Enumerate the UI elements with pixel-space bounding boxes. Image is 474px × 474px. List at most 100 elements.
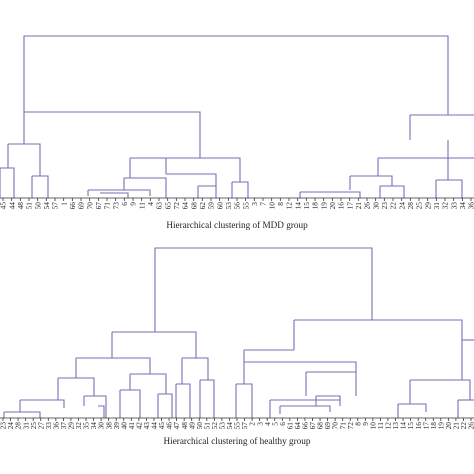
- healthy-leaf-label: 33: [44, 422, 53, 430]
- mdd-leaf-label: 73: [111, 202, 120, 210]
- mdd-links: [0, 35, 474, 198]
- mdd-leaf-label: 63: [155, 202, 164, 210]
- healthy-link: [84, 395, 107, 418]
- healthy-leaf-label: 18: [429, 422, 438, 430]
- mdd-link: [436, 179, 463, 198]
- healthy-leaf-label: 61: [285, 422, 294, 430]
- mdd-leaf-label: 10: [267, 202, 276, 210]
- mdd-leaf-label: 62: [198, 202, 207, 210]
- healthy-caption: Hierarchical clustering of healthy group: [164, 436, 311, 446]
- healthy-link: [98, 405, 105, 418]
- healthy-leaf-label: 12: [384, 422, 393, 430]
- mdd-link: [378, 140, 449, 159]
- healthy-leaf-label: 41: [127, 422, 136, 430]
- healthy-dendrogram: 2324283125273336372932353430383940414243…: [0, 247, 474, 446]
- mdd-leaf-label: 6: [120, 202, 129, 206]
- mdd-leaf-label: 28: [406, 202, 415, 210]
- healthy-leaf-label: 51: [202, 422, 211, 430]
- healthy-link: [130, 373, 167, 394]
- mdd-leaf-label: 56: [233, 202, 242, 210]
- healthy-leaf-label: 69: [323, 422, 332, 430]
- mdd-leaf-label: 8: [276, 202, 285, 206]
- mdd-leaf-label: 26: [363, 202, 372, 210]
- healthy-leaf-label: 15: [406, 422, 415, 430]
- healthy-leaf-label: 34: [89, 422, 98, 430]
- mdd-leaf-label: 18: [311, 202, 320, 210]
- mdd-leaf-label: 34: [458, 202, 467, 210]
- healthy-leaf-label: 54: [225, 422, 234, 430]
- mdd-link: [100, 192, 129, 198]
- mdd-leaf-label: 36: [467, 202, 474, 210]
- healthy-leaf-label: 49: [187, 422, 196, 430]
- mdd-leaf-label: 14: [293, 202, 302, 210]
- healthy-link: [306, 371, 357, 396]
- mdd-link: [166, 173, 217, 186]
- mdd-link: [300, 191, 361, 198]
- mdd-leaf-label: 29: [423, 202, 432, 210]
- mdd-leaf-label: 55: [241, 202, 250, 210]
- mdd-leaf-label: 9: [129, 202, 138, 206]
- healthy-link: [316, 395, 341, 406]
- healthy-leaf-label: 21: [452, 422, 461, 430]
- mdd-leaf-label: 3: [250, 202, 259, 206]
- mdd-link: [130, 157, 241, 182]
- healthy-link: [4, 411, 41, 418]
- mdd-link: [350, 175, 393, 186]
- healthy-leaf-label: 27: [36, 422, 45, 430]
- mdd-link: [24, 111, 201, 158]
- healthy-leaf-label: 68: [316, 422, 325, 430]
- healthy-links: [3, 247, 474, 418]
- healthy-link: [20, 399, 65, 408]
- mdd-leaf-label: 23: [380, 202, 389, 210]
- mdd-leaf-label: 69: [77, 202, 86, 210]
- healthy-leaf-label: 19: [436, 422, 445, 430]
- healthy-leaf-label: 4: [263, 422, 272, 426]
- healthy-leaf-label: 66: [301, 422, 310, 430]
- healthy-leaf-label: 31: [21, 422, 30, 430]
- healthy-link: [294, 319, 463, 340]
- healthy-leaf-label: 14: [399, 422, 408, 430]
- healthy-leaf-label: 8: [353, 422, 362, 426]
- mdd-leaf-label: 24: [397, 202, 406, 210]
- healthy-leaf-ticks: [2, 418, 472, 421]
- healthy-leaf-label: 6: [278, 422, 287, 426]
- mdd-leaf-labels: 45 44 48 51 50 54 57 1 66 69 70 67 71 73 6 9 11 4 63 65 72 64…: [0, 202, 474, 210]
- healthy-link: [76, 357, 151, 374]
- healthy-leaf-label: 53: [218, 422, 227, 430]
- healthy-leaf-label: 50: [195, 422, 204, 430]
- healthy-link: [236, 383, 253, 418]
- mdd-link: [124, 177, 167, 198]
- healthy-leaf-label: 37: [59, 422, 68, 430]
- mdd-leaf-label: 33: [449, 202, 458, 210]
- mdd-leaf-label: 20: [328, 202, 337, 210]
- healthy-leaf-label: 17: [421, 422, 430, 430]
- mdd-link: [0, 167, 15, 198]
- mdd-leaf-label: 57: [51, 202, 60, 210]
- healthy-link: [280, 405, 331, 412]
- healthy-leaf-label: 29: [67, 422, 76, 430]
- healthy-link: [112, 331, 197, 358]
- mdd-leaf-label: 32: [441, 202, 450, 210]
- healthy-link: [182, 357, 209, 380]
- mdd-leaf-label: 7: [259, 202, 268, 206]
- mdd-leaf-label: 72: [172, 202, 181, 210]
- healthy-leaf-label: 40: [119, 422, 128, 430]
- healthy-leaf-label: 23: [0, 422, 8, 430]
- healthy-leaf-label: 5: [270, 422, 279, 426]
- mdd-root-link: [23, 35, 449, 115]
- mdd-link: [32, 175, 49, 198]
- healthy-leaf-label: 47: [172, 422, 181, 430]
- healthy-leaf-label: 70: [331, 422, 340, 430]
- healthy-leaf-label: 26: [467, 422, 474, 430]
- healthy-leaf-label: 28: [14, 422, 23, 430]
- healthy-link: [244, 361, 357, 372]
- healthy-link: [58, 377, 95, 396]
- healthy-leaf-labels: 2324283125273336372932353430383940414243…: [0, 422, 474, 430]
- healthy-leaf-label: 16: [414, 422, 423, 430]
- healthy-leaf-label: 52: [210, 422, 219, 430]
- mdd-leaf-label: 17: [345, 202, 354, 210]
- mdd-leaf-label: 68: [189, 202, 198, 210]
- healthy-leaf-label: 20: [444, 422, 453, 430]
- healthy-leaf-label: 22: [459, 422, 468, 430]
- mdd-leaf-label: 44: [7, 202, 16, 210]
